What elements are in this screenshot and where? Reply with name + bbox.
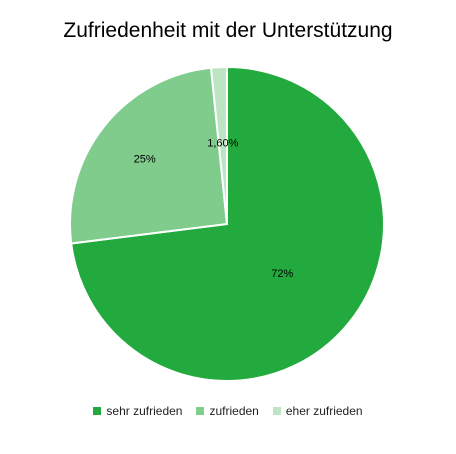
legend-swatch	[272, 407, 281, 415]
legend-item-zufrieden: zufrieden	[196, 401, 259, 421]
data-label-eher-zufrieden: 1,60%	[207, 137, 238, 149]
pie-data-labels: 72% 25% 1,60%	[134, 137, 294, 279]
legend-label: zufrieden	[209, 404, 259, 418]
legend-label: eher zufrieden	[285, 404, 363, 418]
legend-item-sehr-zufrieden: sehr zufrieden	[93, 401, 182, 421]
legend-swatch	[196, 407, 205, 415]
legend-swatch	[93, 407, 102, 415]
legend-label: sehr zufrieden	[106, 404, 183, 418]
data-label-sehr-zufrieden: 72%	[271, 268, 293, 280]
data-label-zufrieden: 25%	[134, 153, 156, 165]
chart-title: Zufriedenheit mit der Unterstützung	[63, 19, 393, 42]
pie-slices	[69, 65, 385, 382]
chart-legend: sehr zufrieden zufrieden eher zufrieden	[0, 401, 456, 421]
legend-item-eher-zufrieden: eher zufrieden	[272, 401, 363, 421]
pie-slice-zufrieden	[69, 66, 229, 245]
pie-slice-eher-zufrieden	[209, 65, 228, 225]
